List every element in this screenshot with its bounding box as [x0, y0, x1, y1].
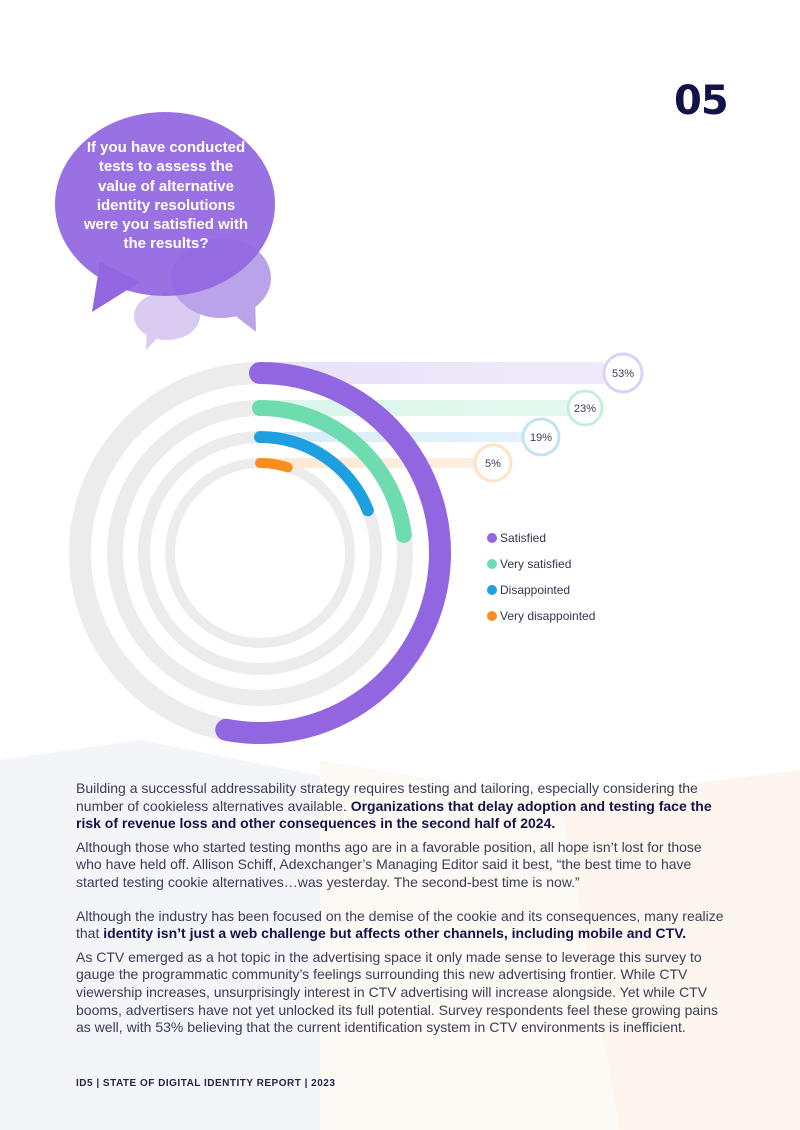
- track-ring-very-disappointed: [165, 458, 355, 648]
- value-label-satisfied: 53%: [612, 368, 634, 380]
- legend-swatch: [487, 611, 497, 621]
- legend-item-very-satisfied: Very satisfied: [487, 551, 595, 577]
- leader-band-satisfied: [260, 362, 604, 384]
- legend-item-disappointed: Disappointed: [487, 577, 595, 603]
- bar-arc-very-satisfied: [252, 400, 412, 543]
- legend-swatch: [487, 533, 497, 543]
- legend-label: Very satisfied: [500, 557, 572, 571]
- legend-label: Very disappointed: [500, 609, 596, 623]
- legend-label: Satisfied: [500, 531, 547, 545]
- chart-legend: Satisfied Very satisfied Disappointed Very …: [487, 525, 595, 629]
- paragraph: As CTV emerged as a hot topic in the adv…: [76, 949, 726, 1037]
- label-ring-very-disappointed: [473, 443, 513, 483]
- paragraph: Although the industry has been focused o…: [76, 908, 726, 943]
- speech-bubbles: [55, 112, 275, 350]
- value-label-very-satisfied: 23%: [574, 403, 596, 415]
- value-label-very-disappointed: 5%: [485, 458, 501, 470]
- label-ring-satisfied: [602, 352, 644, 394]
- leader-band-very-satisfied: [260, 400, 568, 416]
- bar-arc-disappointed: [254, 431, 374, 517]
- value-label-disappointed: 19%: [530, 432, 552, 444]
- paragraph: Although those who started testing month…: [76, 839, 726, 892]
- emphasis-text: identity isn’t just a web challenge but …: [103, 925, 687, 942]
- label-ring-very-satisfied: [566, 389, 604, 427]
- label-ring-disappointed: [521, 417, 561, 457]
- survey-question: If you have conducted tests to assess th…: [83, 139, 249, 253]
- footer: ID5 | STATE OF DIGITAL IDENTITY REPORT |…: [76, 1078, 336, 1089]
- paragraph-text: Building a successful addressability str…: [76, 780, 698, 814]
- legend-label: Disappointed: [500, 583, 571, 597]
- legend-swatch: [487, 559, 497, 569]
- paragraph-text: As CTV emerged as a hot topic in the adv…: [76, 948, 719, 1036]
- body-text: Building a successful addressability str…: [76, 780, 726, 1043]
- paragraph-text: Although those who started testing month…: [76, 838, 702, 890]
- legend-item-satisfied: Satisfied: [487, 525, 595, 551]
- bar-arc-satisfied: [215, 362, 451, 744]
- paragraph: Building a successful addressability str…: [76, 780, 726, 833]
- emphasis-text: Organizations that delay adoption and te…: [76, 797, 712, 832]
- paragraph-text: Although the industry has been focused o…: [76, 907, 724, 942]
- legend-item-very-disappointed: Very disappointed: [487, 603, 595, 629]
- radial-bar-chart: 53% 23% 19% 5%: [69, 352, 644, 744]
- page-number: 05: [674, 78, 729, 124]
- legend-swatch: [487, 585, 497, 595]
- bar-arc-very-disappointed: [255, 458, 293, 473]
